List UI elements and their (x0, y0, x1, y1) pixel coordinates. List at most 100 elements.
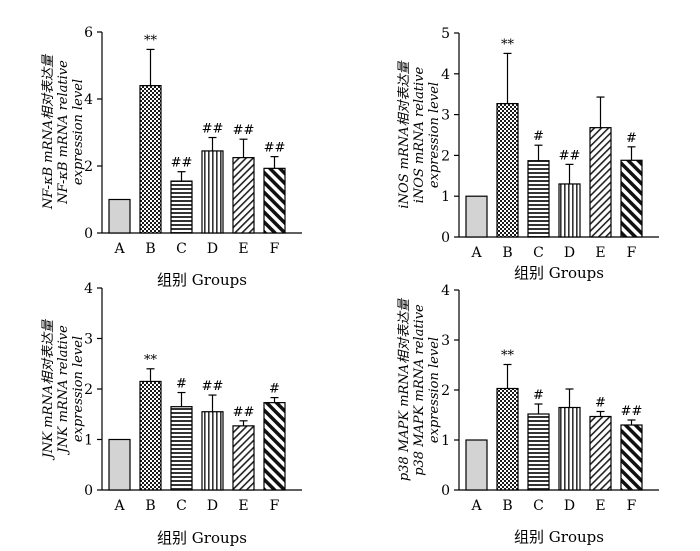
y-tick-label: 6 (84, 25, 93, 41)
significance-label-B: ** (144, 33, 158, 48)
y-tick-label: 2 (84, 382, 93, 398)
x-tick-label: C (176, 498, 187, 514)
y-axis-label-line: NF-κB mRNA relative (56, 60, 71, 205)
bar-D (201, 150, 224, 234)
y-tick-label: 3 (441, 333, 450, 349)
significance-label-D: ## (202, 122, 224, 137)
y-axis-label-line: p38 MAPK mRNA relative (412, 304, 427, 476)
x-tick-label: B (145, 498, 155, 514)
x-tick-label: A (113, 498, 125, 514)
y-axis-label-line: expression level (71, 336, 86, 442)
bar-C (527, 160, 550, 238)
y-tick-label: 1 (441, 189, 450, 205)
x-tick-label: B (502, 498, 512, 514)
significance-label-B: ** (501, 349, 515, 364)
x-tick-label: C (533, 498, 544, 514)
significance-label-F: ## (264, 141, 286, 156)
x-tick-label: C (176, 241, 187, 257)
chart-panel-bottom-right: 0 1 2 3 4 A ** B # C D # E ## F 组别 Groups p38 MAPK mRNA相… (397, 283, 659, 546)
y-axis-label: iNOS mRNA相对表达量iNOS mRNA relativeexpressi… (397, 59, 442, 208)
significance-label-B: ** (144, 353, 158, 368)
significance-label-F: ## (621, 404, 643, 419)
significance-label-E: # (595, 396, 606, 411)
significance-label-B: ** (501, 37, 515, 52)
y-axis-label-line: p38 MAPK mRNA相对表达量 (397, 297, 412, 481)
bar-E (232, 425, 255, 491)
significance-label-F: # (269, 382, 280, 397)
y-axis-label-line: iNOS mRNA相对表达量 (397, 59, 412, 208)
y-tick-label: 0 (441, 230, 450, 246)
bar-C (170, 406, 193, 491)
y-tick-label: 0 (441, 483, 450, 499)
significance-label-F: # (626, 131, 637, 146)
y-axis-label-line: JNK mRNA相对表达量 (41, 318, 56, 461)
bar-D (558, 183, 581, 238)
bar-A (108, 198, 131, 234)
y-tick-label: 4 (84, 281, 93, 297)
bar-A (108, 438, 131, 491)
y-tick-label: 4 (441, 283, 450, 299)
significance-label-C: # (176, 377, 187, 392)
y-tick-label: 1 (441, 433, 450, 449)
significance-label-C: # (533, 129, 544, 144)
y-axis-label: NF-κB mRNA相对表达量NF-κB mRNA relativeexpres… (41, 53, 86, 210)
x-tick-label: A (113, 241, 125, 257)
y-tick-label: 1 (84, 433, 93, 449)
bar-F (263, 167, 286, 234)
bar-D (201, 411, 224, 491)
y-axis-label: JNK mRNA相对表达量JNK mRNA relativeexpression… (41, 318, 86, 461)
significance-label-E: ## (233, 123, 255, 138)
x-axis-label: 组别 Groups (514, 264, 604, 282)
y-axis-label-line: expression level (71, 79, 86, 185)
y-axis-label-line: NF-κB mRNA相对表达量 (41, 53, 56, 210)
x-tick-label: E (595, 498, 605, 514)
chart-panel-top-right: 0 1 2 3 4 5 A ** B # C ## D E # F 组别 Groups iNOS mRNA相对表达… (397, 26, 659, 282)
bar-E (232, 157, 255, 234)
y-tick-label: 3 (441, 108, 450, 124)
y-axis-label: p38 MAPK mRNA相对表达量p38 MAPK mRNA relative… (397, 297, 442, 481)
y-tick-label: 5 (441, 26, 450, 42)
x-tick-label: E (595, 245, 605, 261)
y-axis-label-line: iNOS mRNA relative (412, 66, 427, 203)
y-tick-label: 4 (441, 67, 450, 83)
x-tick-label: D (564, 245, 575, 261)
y-tick-label: 2 (84, 159, 93, 175)
y-tick-label: 2 (441, 148, 450, 164)
x-axis-label: 组别 Groups (157, 529, 247, 547)
y-axis-label-line: JNK mRNA relative (56, 325, 71, 456)
x-tick-label: F (270, 498, 280, 514)
x-tick-label: D (564, 498, 575, 514)
x-tick-label: F (627, 245, 637, 261)
significance-label-C: ## (171, 156, 193, 171)
x-tick-label: B (145, 241, 155, 257)
bar-B (139, 84, 162, 234)
y-tick-label: 0 (84, 483, 93, 499)
significance-label-D: ## (559, 148, 581, 163)
bar-F (263, 402, 286, 491)
bar-B (496, 102, 519, 238)
bar-B (139, 380, 162, 491)
x-tick-label: B (502, 245, 512, 261)
x-tick-label: E (238, 241, 248, 257)
x-tick-label: A (470, 245, 482, 261)
bar-A (465, 439, 488, 491)
x-tick-label: C (533, 245, 544, 261)
significance-label-D: ## (202, 379, 224, 394)
significance-label-E: ## (233, 405, 255, 420)
x-axis-label: 组别 Groups (514, 528, 604, 546)
chart-panel-top-left: 0 2 4 6 A ** B ## C ## D ## E ## F 组别 Groups NF-κB mRNA相… (41, 25, 302, 289)
x-tick-label: F (627, 498, 637, 514)
x-tick-label: F (270, 241, 280, 257)
y-axis-label-line: expression level (427, 82, 442, 188)
bar-D (558, 406, 581, 491)
chart-panel-bottom-left: 0 1 2 3 4 A ** B # C ## D ## E # F 组别 Groups JNK mRNA相对表达… (41, 281, 302, 547)
y-tick-label: 4 (84, 92, 93, 108)
bar-A (465, 195, 488, 238)
bar-F (620, 159, 643, 238)
x-tick-label: A (470, 498, 482, 514)
bar-C (527, 413, 550, 491)
significance-label-C: # (533, 388, 544, 403)
y-tick-label: 2 (441, 383, 450, 399)
bar-C (170, 180, 193, 234)
